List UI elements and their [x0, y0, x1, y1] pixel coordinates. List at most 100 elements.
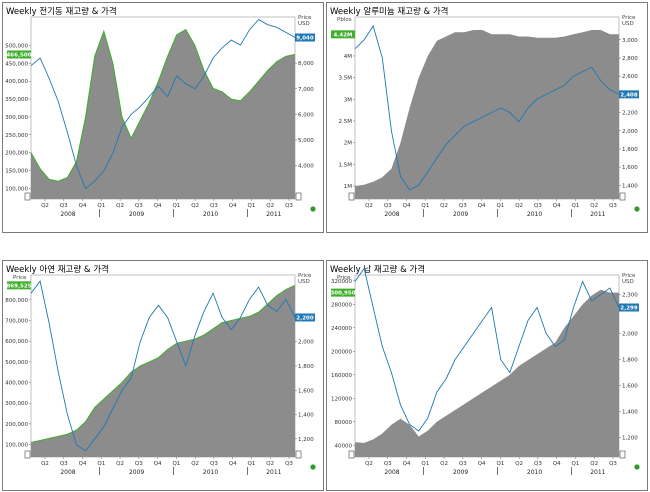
- x-tick-label: Q4: [154, 461, 162, 467]
- x-tick-label: Q2: [41, 203, 49, 209]
- x-tick-label: Q4: [229, 461, 237, 467]
- scroll-handle-left: [24, 192, 31, 201]
- x-tick-label: Q2: [191, 203, 199, 209]
- right-value-badge: [619, 303, 639, 312]
- right-axis-label: USD: [298, 279, 310, 285]
- chart-title: Weekly 아연 재고량 & 가격: [6, 265, 109, 275]
- right-tick-label: 6,000: [298, 112, 314, 118]
- left-tick-label: 40000: [335, 443, 353, 449]
- left-value-badge: [331, 288, 355, 297]
- right-tick-label: 2,200: [622, 111, 638, 117]
- x-tick-label: Q2: [116, 203, 124, 209]
- scroll-handle-right: [619, 450, 626, 459]
- left-tick-label: 3M: [344, 97, 352, 103]
- left-axis-label: Pblos: [337, 17, 352, 23]
- x-tick-label: Q2: [440, 461, 448, 467]
- x-tick-label: Q1: [496, 461, 504, 467]
- left-value-badge-text: 869,525: [6, 283, 31, 289]
- status-dot: [634, 206, 640, 212]
- x-tick-label: Q1: [572, 203, 580, 209]
- left-tick-label: 200,000: [5, 151, 28, 157]
- left-tick-label: 3.5M: [339, 76, 353, 82]
- year-label: 2008: [60, 469, 75, 476]
- chart-lead: 40000 80000 120000 160000 200000 240000 280000…: [330, 267, 640, 476]
- x-tick-label: Q2: [41, 461, 49, 467]
- panel-lead: Weekly 납 재고량 & 가격 40000 80000 120000 160000…: [326, 260, 648, 491]
- x-tick-label: Q4: [553, 203, 561, 209]
- status-dot: [634, 464, 640, 470]
- status-dot: [310, 464, 316, 470]
- price-line: [354, 267, 620, 432]
- left-tick-label: 200000: [331, 349, 352, 355]
- right-tick-label: 7,000: [298, 87, 314, 93]
- right-tick-label: 2,800: [622, 56, 638, 62]
- stock-area: [31, 285, 295, 457]
- right-tick-label: 1,800: [298, 364, 314, 370]
- right-tick-label: 1,400: [622, 183, 638, 189]
- x-tick-label: Q3: [210, 461, 218, 467]
- left-value-badge: [331, 30, 355, 39]
- right-tick-label: 1,400: [622, 410, 638, 416]
- year-label: 2008: [384, 469, 399, 476]
- x-tick-label: Q2: [590, 203, 598, 209]
- left-tick-label: 250,000: [5, 133, 28, 139]
- left-value-badge-text: 466,500: [6, 52, 31, 58]
- year-label: 2010: [203, 211, 218, 218]
- x-tick-label: Q4: [79, 203, 87, 209]
- left-tick-label: 150,000: [5, 168, 28, 174]
- x-tick-label: Q1: [172, 461, 180, 467]
- scroll-handle-left: [348, 192, 355, 201]
- left-tick-label: 4M: [344, 54, 352, 60]
- left-tick-label: 80000: [335, 420, 353, 426]
- right-tick-label: 2,000: [622, 332, 638, 338]
- panel-zinc: Weekly 아연 재고량 & 가격 100,000 200,000 300,000…: [2, 260, 324, 491]
- left-axis-label: Price: [13, 275, 27, 281]
- x-tick-label: Q4: [478, 203, 486, 209]
- left-value-badge: [7, 50, 31, 59]
- left-tick-label: 120000: [331, 396, 352, 402]
- panel-aluminum: Weekly 알루미늄 재고량 & 가격 1M 1.5M 2M 2.5M 3M 3.5M 4…: [326, 2, 648, 233]
- x-tick-label: Q1: [572, 461, 580, 467]
- left-tick-label: 700,000: [5, 319, 28, 325]
- right-tick-label: 2,600: [622, 74, 638, 80]
- x-tick-label: Q2: [365, 461, 373, 467]
- x-tick-label: Q3: [60, 203, 68, 209]
- stock-area: [31, 29, 295, 199]
- left-tick-label: 350,000: [5, 97, 28, 103]
- year-label: 2011: [266, 469, 281, 476]
- stock-area-edge: [30, 284, 296, 443]
- left-value-badge-text: 300,950: [330, 291, 355, 297]
- right-tick-label: 4,000: [298, 164, 314, 170]
- year-label: 2010: [527, 469, 542, 476]
- left-tick-label: 100,000: [5, 443, 28, 449]
- year-label: 2011: [590, 469, 605, 476]
- year-label: 2011: [266, 211, 281, 218]
- x-tick-label: Q4: [553, 461, 561, 467]
- left-tick-label: 1.5M: [339, 162, 353, 168]
- left-tick-label: 300,000: [5, 115, 28, 121]
- x-tick-label: Q2: [266, 461, 274, 467]
- left-axis-label: Price: [337, 275, 351, 281]
- x-tick-label: Q3: [459, 203, 467, 209]
- x-tick-label: Q4: [403, 461, 411, 467]
- x-tick-label: Q2: [365, 203, 373, 209]
- x-tick-label: Q2: [440, 203, 448, 209]
- right-tick-label: 3,000: [622, 38, 638, 44]
- x-tick-label: Q4: [229, 203, 237, 209]
- right-tick-label: 1,400: [298, 413, 314, 419]
- left-tick-label: 600,000: [5, 339, 28, 345]
- left-tick-label: 320000: [331, 279, 352, 285]
- x-tick-label: Q2: [515, 461, 523, 467]
- right-axis-label: Price: [298, 273, 312, 279]
- panel-copper: Weekly 전기동 재고량 & 가격 100,000 150,000 200,00…: [2, 2, 324, 233]
- x-tick-label: Q3: [534, 203, 542, 209]
- x-tick-label: Q3: [384, 203, 392, 209]
- right-tick-label: 1,200: [622, 436, 638, 442]
- left-tick-label: 280000: [331, 302, 352, 308]
- right-axis-label: Price: [622, 15, 636, 21]
- x-tick-label: Q1: [421, 461, 429, 467]
- x-tick-label: Q3: [459, 461, 467, 467]
- right-tick-label: 1,800: [622, 358, 638, 364]
- x-tick-label: Q3: [534, 461, 542, 467]
- right-tick-label: 5,000: [298, 138, 314, 144]
